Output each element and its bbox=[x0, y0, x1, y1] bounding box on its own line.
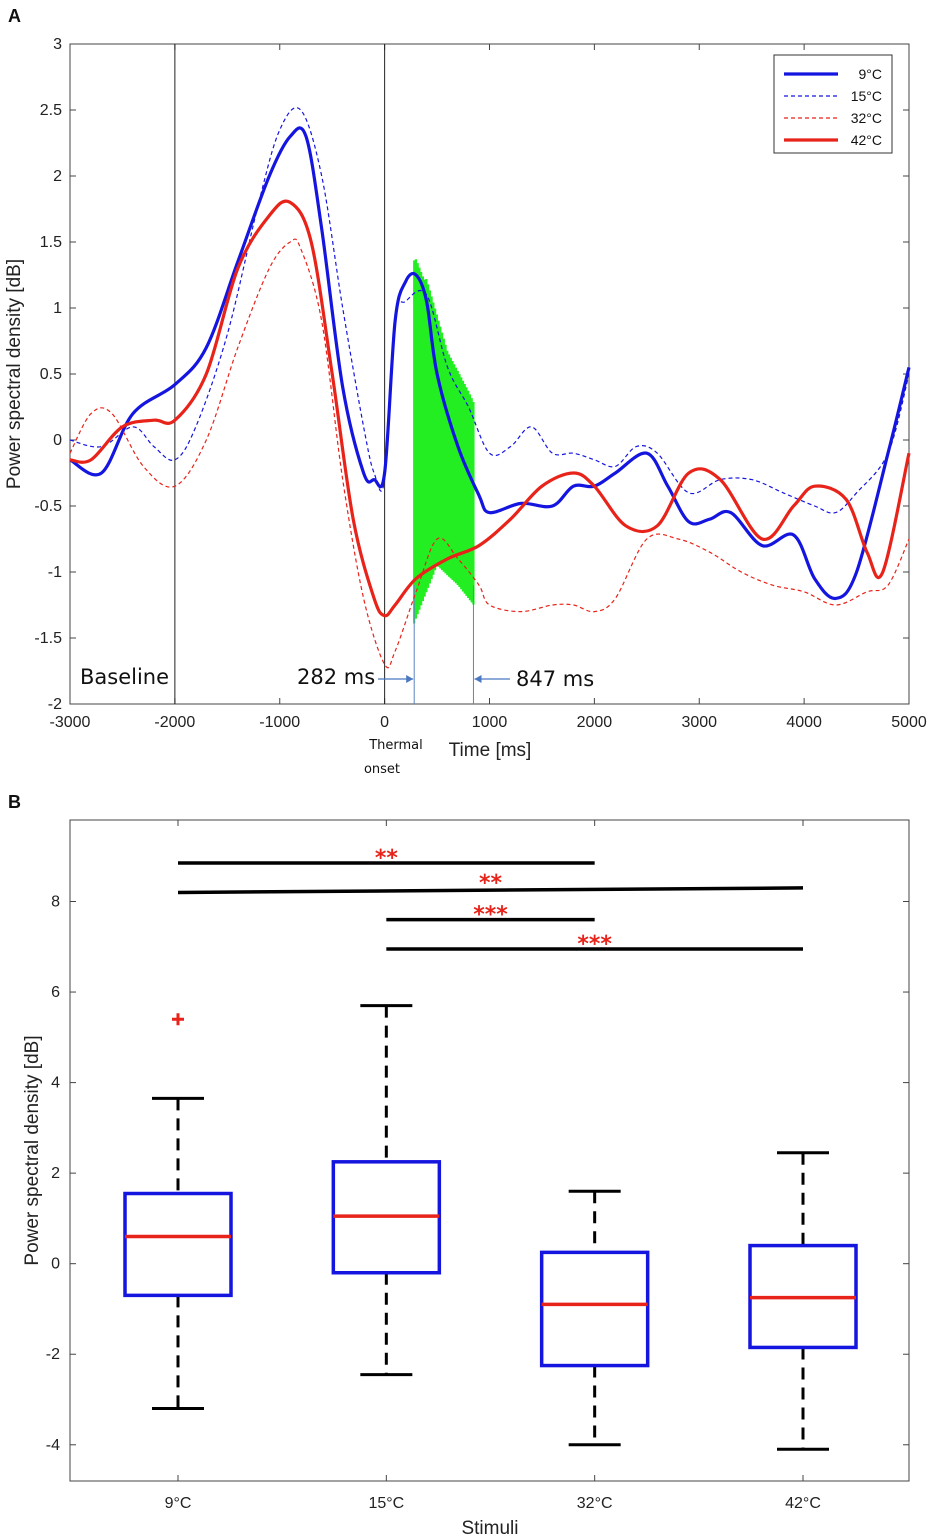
legend-label-1: 15°C bbox=[851, 88, 882, 104]
x-tick-label: 15°C bbox=[368, 1495, 404, 1512]
legend-label-0: 9°C bbox=[859, 66, 883, 82]
x-axis-label: Stimuli bbox=[461, 1518, 518, 1539]
y-axis-label: Power spectral density [dB] bbox=[22, 1035, 43, 1265]
y-tick-label: -2 bbox=[46, 1346, 60, 1363]
x-tick-label: 4000 bbox=[786, 714, 822, 731]
x-tick-label: 1000 bbox=[472, 714, 508, 731]
series-line-2 bbox=[69, 238, 910, 669]
legend-label-3: 42°C bbox=[851, 132, 882, 148]
x-tick-label: 42°C bbox=[785, 1495, 821, 1512]
y-tick-label: 2 bbox=[51, 1165, 60, 1182]
significance-stars: ** bbox=[479, 871, 503, 896]
y-tick-label: 1.5 bbox=[40, 234, 62, 251]
significance-stars: ** bbox=[375, 846, 399, 871]
x-tick-label: 3000 bbox=[681, 714, 717, 731]
series-line-1 bbox=[69, 107, 910, 514]
y-tick-label: 4 bbox=[51, 1075, 60, 1092]
arrow-end-head bbox=[474, 675, 482, 683]
window-start-label: 282 ms bbox=[297, 665, 375, 689]
x-tick-label: -1000 bbox=[259, 714, 300, 731]
x-tick-label: 0 bbox=[380, 714, 389, 731]
panel-b-label: B bbox=[8, 792, 21, 812]
x-tick-label: 2000 bbox=[577, 714, 613, 731]
onset-label-line1: Thermal bbox=[368, 738, 423, 753]
y-tick-label: 2.5 bbox=[40, 102, 62, 119]
y-tick-label: 0.5 bbox=[40, 366, 62, 383]
panel-a: -3000 -2000 -1000 0 1000 2000 3000 4000 5000 -2 -1… bbox=[4, 36, 927, 777]
x-tick-label: 9°C bbox=[165, 1495, 192, 1512]
box-0 bbox=[123, 1191, 233, 1298]
y-tick-label: -0.5 bbox=[34, 498, 62, 515]
series-line-3 bbox=[69, 199, 911, 618]
significance-stars: *** bbox=[473, 903, 508, 928]
legend-box bbox=[773, 54, 893, 154]
x-tick-label: 5000 bbox=[891, 714, 927, 731]
arrow-start-head bbox=[406, 675, 414, 683]
y-tick-label: -4 bbox=[46, 1437, 60, 1454]
x-axis-label: Time [ms] bbox=[449, 740, 532, 761]
y-tick-label: 8 bbox=[51, 893, 60, 910]
y-axis-label: Power spectral density [dB] bbox=[4, 259, 25, 489]
box-2 bbox=[539, 1250, 650, 1368]
panel-b: -4 -2 0 2 4 6 8 9°C 15°C 32°C 42°C Stimuli Power spe… bbox=[22, 819, 910, 1539]
y-tick-label: -1.5 bbox=[34, 630, 62, 647]
y-tick-label: 3 bbox=[53, 36, 62, 53]
y-tick-label: 0 bbox=[51, 1256, 60, 1273]
baseline-label: Baseline bbox=[80, 665, 169, 689]
legend-label-2: 32°C bbox=[851, 110, 882, 126]
y-tick-label: -2 bbox=[48, 696, 62, 713]
significance-bar bbox=[177, 886, 804, 895]
window-end-label: 847 ms bbox=[516, 667, 594, 691]
x-tick-label: -2000 bbox=[154, 714, 195, 731]
y-tick-label: 1 bbox=[53, 300, 62, 317]
plot-area-b bbox=[69, 819, 910, 1482]
outlier-marker bbox=[172, 1013, 184, 1026]
x-tick-label: 32°C bbox=[577, 1495, 613, 1512]
onset-label-line2: onset bbox=[364, 762, 400, 777]
y-tick-label: 0 bbox=[53, 432, 62, 449]
y-tick-label: 2 bbox=[53, 168, 62, 185]
significance-stars: *** bbox=[577, 932, 612, 957]
panel-a-label: A bbox=[8, 6, 21, 26]
series-line-0 bbox=[69, 126, 911, 601]
y-tick-label: 6 bbox=[51, 984, 60, 1001]
x-tick-label: -3000 bbox=[50, 714, 91, 731]
plot-area-a bbox=[69, 43, 910, 705]
y-tick-label: -1 bbox=[48, 564, 62, 581]
